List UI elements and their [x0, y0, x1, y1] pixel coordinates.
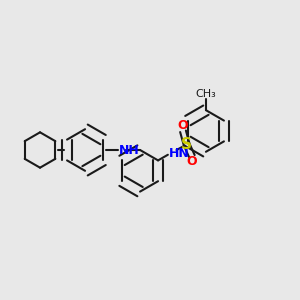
Text: CH₃: CH₃: [196, 89, 216, 99]
Text: NH: NH: [119, 143, 140, 157]
Text: HN: HN: [169, 147, 190, 160]
Text: S: S: [181, 137, 192, 152]
Text: O: O: [178, 119, 188, 132]
Text: O: O: [187, 155, 197, 168]
